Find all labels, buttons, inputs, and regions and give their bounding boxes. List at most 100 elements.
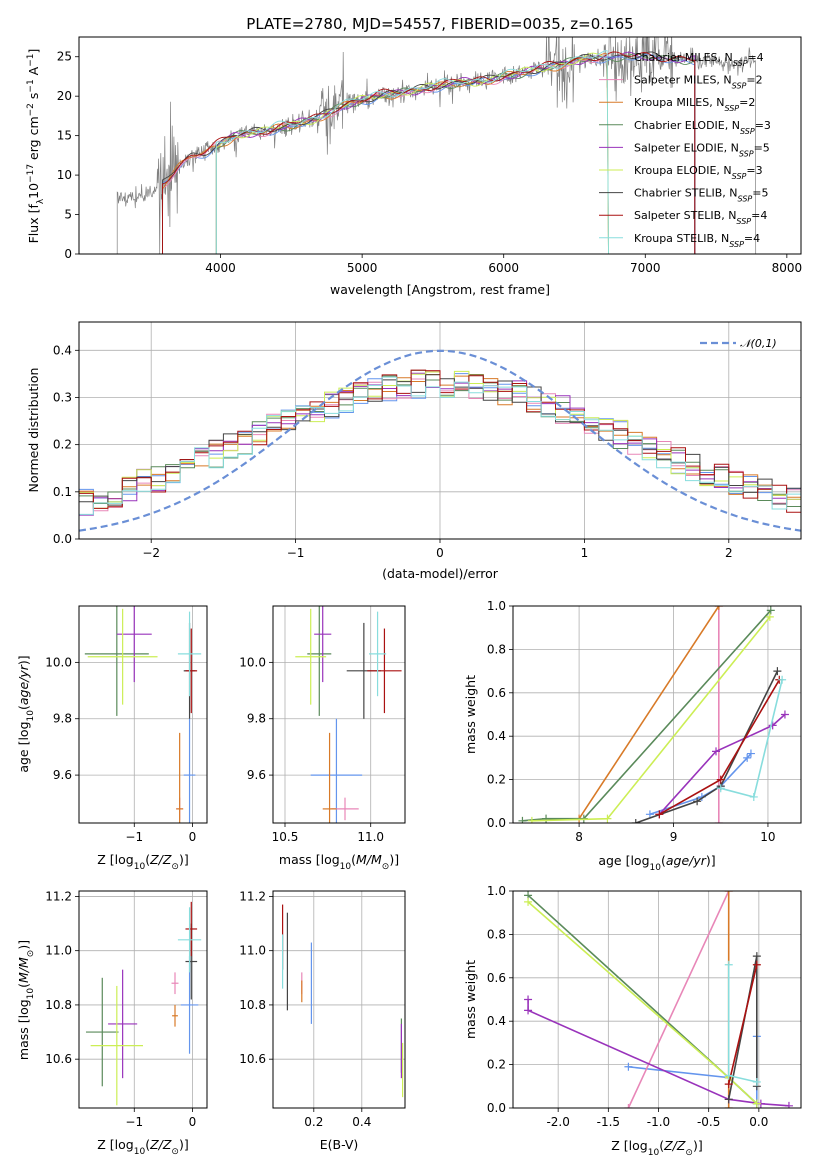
legend-nssp: =4 [751,209,767,222]
x-axis-label: Z [log10(Z/Z⊙)] [97,1137,188,1157]
y-axis-label-part: Flux [f [26,204,41,244]
histograms [79,349,801,532]
y-axis-label-part: ( [16,983,31,988]
x-axis-label: mass [log10(M/M⊙)] [279,852,399,872]
y-axis-label: mass weight [463,675,478,754]
y-tick-label: 15 [57,129,72,143]
model-spectrum [215,52,609,254]
legend-entry: Salpeter MILES, NSSP=2 [634,74,763,91]
y-tick-label: 0.0 [487,1101,506,1115]
panel-age-vs-z: −1 09.69.810.0Z [log10(Z/Z⊙)]age [log10(a… [16,605,208,872]
weight-line [627,891,730,1108]
x-tick-label: -0.5 [697,1115,720,1129]
x-tick-label: 10.5 [272,830,299,844]
weight-marker [765,612,774,621]
weight-marker [724,891,733,895]
y-tick-label: 11.0 [239,944,266,958]
legend-entry: Chabrier MILES, NSSP=4 [634,51,764,68]
spectrum-legend: Chabrier MILES, NSSP=4 Salpeter MILES, NS… [599,51,771,248]
panel-massweight-vs-z: -2.0 -1.5 -1.0 -0.5 0.0 0.0 0.2 0.4 0.6 0.8 1.0 Z [… [463,884,802,1158]
model-spectrum [215,53,696,254]
y-axis-label: Normed distribution [26,368,41,493]
panel-residual-distribution: −2 −1 0 1 2 0.0 0.1 0.2 0.3 0.4 𝒩(0,1) (data-model)… [26,321,802,581]
axes-frame [512,890,802,1109]
x-axis-label-part: 10 [650,863,662,873]
error-bars [84,606,202,823]
y-tick-label: 9.6 [53,768,72,782]
x-tick-label: 8 [575,830,583,844]
residual-histogram [79,376,801,515]
x-axis-label-part: Z/Z [663,1138,686,1153]
axes-frame [78,605,208,824]
y-tick-label: 0.0 [487,816,506,830]
x-tick-label: 0.4 [352,1115,371,1129]
x-axis-label-part: Z [log [97,1137,133,1152]
y-tick-label: 9.8 [53,712,72,726]
x-axis-label-part: age/yr [666,853,707,868]
model-spectrum [162,53,609,254]
x-axis-label-part: Z [log [611,1138,647,1153]
legend-entry: Salpeter ELODIE, NSSP=5 [634,141,770,158]
x-axis-label: wavelength [Angstrom, rest frame] [330,282,550,297]
panel-mass-vs-z: −1 010.610.811.011.2Z [log10(Z/Z⊙)]mass [… [16,889,208,1157]
weight-line [531,616,771,822]
y-axis-label-part: 10 [26,988,36,1000]
legend-model-name: Chabrier STELIB, N [634,187,738,200]
x-tick-label: -2.0 [546,1115,569,1129]
y-axis-label-part: 10 [26,710,36,722]
legend-nssp: =5 [754,141,770,154]
y-tick-label: 10.8 [45,998,72,1012]
weight-line [522,609,772,822]
x-axis-label-part: ( [659,1138,664,1153]
model-spectrum [215,50,609,254]
weight-marker [624,1062,633,1071]
weight-marker [714,606,723,610]
y-tick-label: 9.6 [247,768,266,782]
y-tick-label: 0 [64,247,72,261]
weight-marker [712,747,721,756]
legend-entry: Chabrier ELODIE, NSSP=3 [634,119,771,136]
y-axis-label-part: mass [log [16,999,31,1060]
x-axis-label-part: age [log [598,853,649,868]
legend-subscript: SSP [736,217,751,226]
axes-frame [78,321,802,540]
x-tick-label: 4000 [205,261,236,275]
y-axis-label-part: M/M [16,957,31,983]
x-tick-label: -1.0 [647,1115,670,1129]
weight-marker [724,960,733,969]
weight-marker [784,1101,793,1108]
x-axis-label: Z [log10(Z/Z⊙)] [97,852,188,872]
x-axis-label: E(B-V) [320,1137,359,1152]
x-tick-label: 11.0 [357,830,384,844]
y-axis-label-part: −1 [26,54,36,67]
weight-marker [716,784,725,793]
legend-model-name: Chabrier ELODIE, N [634,119,740,132]
y-tick-label: 10 [57,168,72,182]
x-tick-label: 0.0 [749,1115,768,1129]
y-tick-label: 11.2 [45,889,72,903]
x-axis-label-part: ⊙ [171,1147,179,1157]
x-axis-label-part: 10 [648,1148,660,1158]
x-axis-label-part: 10 [134,862,146,872]
y-axis-label: age [log10(age/yr)] [16,655,36,772]
weight-line [527,901,758,1105]
x-axis-label-part: Z/Z [149,852,172,867]
x-tick-label: −2 [142,546,160,560]
weight-lines [524,891,793,1108]
y-axis-label-part: ] [26,49,41,54]
x-axis-label-part: ⊙ [685,1148,693,1158]
panel-age-vs-mass: 10.5 11.0 9.6 9.8 10.0 mass [log10(M/M⊙)] [239,605,406,872]
y-tick-label: 0.3 [53,390,72,404]
weight-marker [724,1071,733,1080]
legend-entry: Kroupa MILES, NSSP=2 [634,96,755,113]
x-tick-label: 0.2 [304,1115,323,1129]
x-axis-label-part: ( [661,853,666,868]
y-tick-label: 10.0 [239,655,266,669]
legend-entry: 𝒩(0,1) [740,337,777,350]
x-tick-label: -1.5 [597,1115,620,1129]
legend-model-name: Kroupa STELIB, N [634,232,729,245]
weight-marker [603,814,612,823]
x-tick-label: 7000 [630,261,661,275]
x-tick-label: 10 [760,830,775,844]
weight-marker [527,816,536,823]
